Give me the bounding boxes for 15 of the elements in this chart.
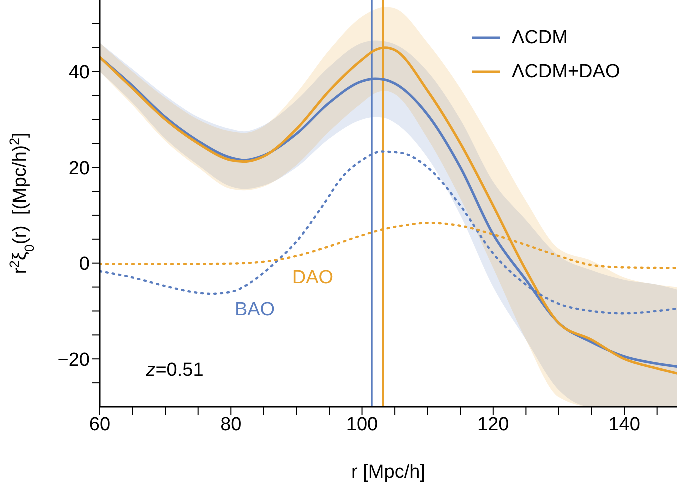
x-tick-label: 80 (220, 414, 242, 436)
x-tick-label: 120 (478, 414, 510, 436)
legend-label: ΛCDM (512, 28, 568, 48)
y-tick-label: 40 (68, 62, 90, 84)
y-tick-label: 20 (68, 158, 90, 180)
annotation: DAO (292, 268, 334, 288)
annotation: z=0.51 (145, 360, 204, 380)
y-tick-label: 0 (79, 254, 90, 276)
y-tick-label: −20 (58, 350, 90, 371)
annotation: BAO (234, 300, 276, 320)
x-tick-label: 60 (89, 414, 111, 436)
x-tick-label: 100 (346, 414, 378, 436)
x-axis-title: r [Mpc/h] (352, 462, 426, 483)
legend-label: ΛCDM+DAO (512, 62, 620, 82)
x-tick-label: 140 (608, 414, 640, 436)
